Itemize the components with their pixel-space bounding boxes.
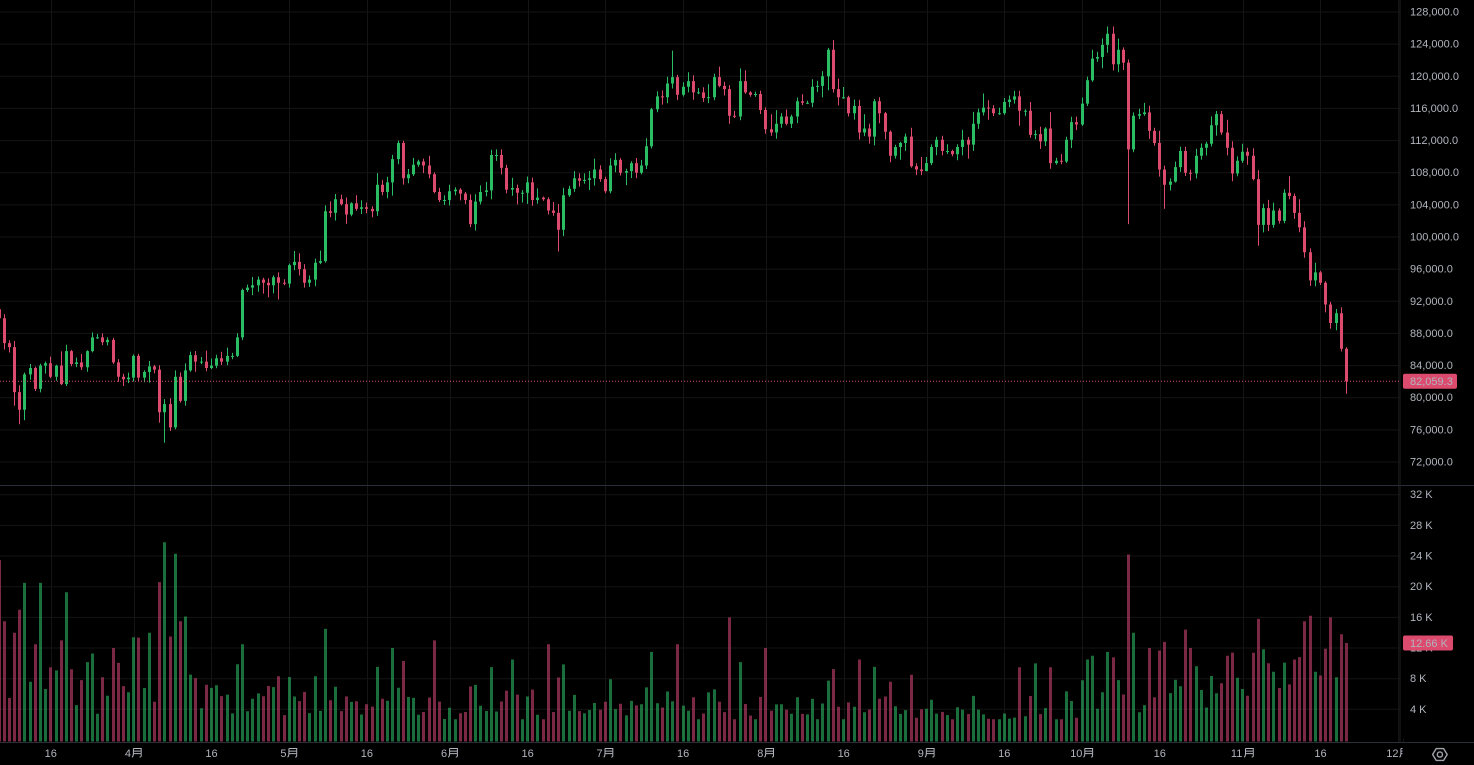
- svg-text:100,000.0: 100,000.0: [1410, 232, 1459, 244]
- svg-text:12: 12: [1386, 748, 1398, 760]
- svg-text:7: 7: [597, 748, 603, 760]
- svg-text:16: 16: [838, 748, 850, 760]
- svg-text:96,000.0: 96,000.0: [1410, 264, 1453, 276]
- svg-text:16 K: 16 K: [1410, 612, 1433, 624]
- svg-text:124,000.0: 124,000.0: [1410, 39, 1459, 51]
- svg-text:10: 10: [1070, 748, 1082, 760]
- svg-text:16: 16: [677, 748, 689, 760]
- svg-text:12.66 K: 12.66 K: [1410, 638, 1449, 650]
- svg-text:80,000.0: 80,000.0: [1410, 392, 1453, 404]
- svg-text:116,000.0: 116,000.0: [1410, 103, 1458, 115]
- svg-text:32 K: 32 K: [1410, 489, 1433, 501]
- svg-text:92,000.0: 92,000.0: [1410, 296, 1453, 308]
- svg-text:6: 6: [441, 748, 447, 760]
- svg-text:8 K: 8 K: [1410, 673, 1427, 685]
- svg-text:16: 16: [998, 748, 1010, 760]
- svg-text:112,000.0: 112,000.0: [1410, 135, 1458, 147]
- svg-text:20 K: 20 K: [1410, 581, 1433, 593]
- svg-text:128,000.0: 128,000.0: [1410, 7, 1459, 19]
- svg-text:5: 5: [280, 748, 286, 760]
- svg-text:28 K: 28 K: [1410, 520, 1433, 532]
- svg-text:76,000.0: 76,000.0: [1410, 424, 1453, 436]
- svg-text:88,000.0: 88,000.0: [1410, 328, 1453, 340]
- svg-text:4 K: 4 K: [1410, 704, 1427, 716]
- svg-text:120,000.0: 120,000.0: [1410, 71, 1459, 83]
- svg-text:108,000.0: 108,000.0: [1410, 167, 1459, 179]
- svg-text:16: 16: [521, 748, 533, 760]
- svg-text:82,059.3: 82,059.3: [1410, 376, 1453, 388]
- svg-text:16: 16: [361, 748, 373, 760]
- svg-text:4: 4: [125, 748, 131, 760]
- svg-text:72,000.0: 72,000.0: [1410, 457, 1453, 469]
- svg-text:84,000.0: 84,000.0: [1410, 360, 1453, 372]
- svg-text:16: 16: [205, 748, 217, 760]
- svg-text:11: 11: [1231, 748, 1242, 760]
- svg-text:16: 16: [1314, 748, 1326, 760]
- svg-text:16: 16: [45, 748, 57, 760]
- svg-text:8: 8: [757, 748, 763, 760]
- svg-text:24 K: 24 K: [1410, 551, 1433, 563]
- svg-text:9: 9: [918, 748, 924, 760]
- svg-text:16: 16: [1154, 748, 1166, 760]
- svg-text:104,000.0: 104,000.0: [1410, 199, 1459, 211]
